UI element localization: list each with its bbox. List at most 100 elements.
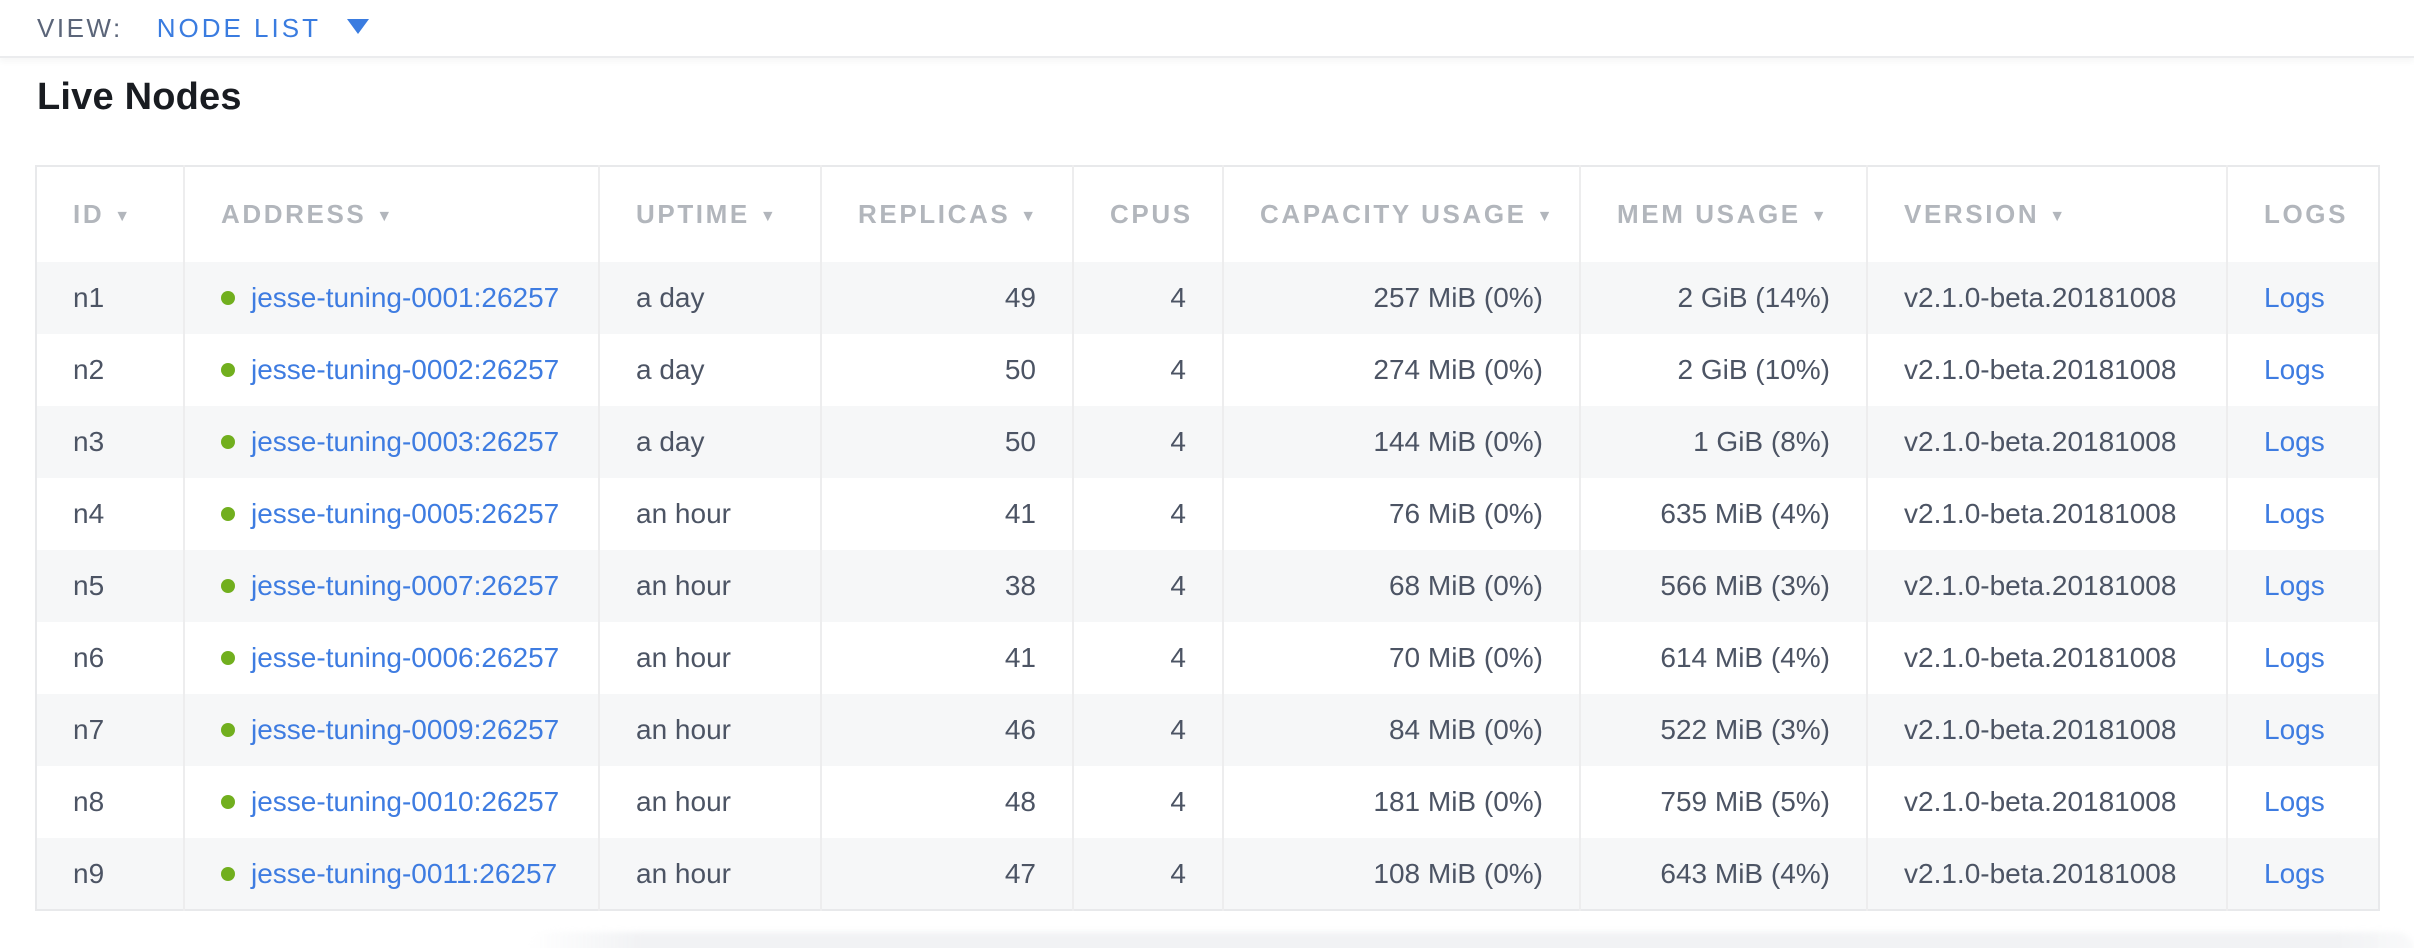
- node-address-cell: jesse-tuning-0009:26257: [183, 694, 600, 766]
- node-id-cell: n2: [36, 334, 185, 406]
- cpus-cell: 4: [1072, 550, 1224, 622]
- chevron-down-icon: [346, 19, 369, 37]
- logs-cell: Logs: [2226, 262, 2379, 334]
- table-row: n2 jesse-tuning-0002:26257 a day 50 4 27…: [36, 334, 2379, 406]
- logs-link[interactable]: Logs: [2264, 786, 2325, 817]
- node-address-link[interactable]: jesse-tuning-0010:26257: [251, 786, 560, 817]
- logs-cell: Logs: [2226, 334, 2379, 406]
- capacity-usage-cell: 70 MiB (0%): [1222, 622, 1581, 694]
- capacity-usage-cell: 274 MiB (0%): [1222, 334, 1581, 406]
- uptime-cell: an hour: [598, 766, 822, 838]
- node-address-link[interactable]: jesse-tuning-0005:26257: [251, 498, 560, 529]
- table-row: n4 jesse-tuning-0005:26257 an hour 41 4 …: [36, 478, 2379, 550]
- sort-desc-icon: ▼: [759, 208, 779, 225]
- version-cell: v2.1.0-beta.20181008: [1866, 262, 2228, 334]
- version-cell: v2.1.0-beta.20181008: [1866, 406, 2228, 478]
- logs-link[interactable]: Logs: [2264, 570, 2325, 601]
- live-status-icon: [221, 291, 235, 305]
- replicas-cell: 50: [820, 406, 1074, 478]
- logs-cell: Logs: [2226, 406, 2379, 478]
- logs-link[interactable]: Logs: [2264, 642, 2325, 673]
- node-address-link[interactable]: jesse-tuning-0007:26257: [251, 570, 560, 601]
- sort-desc-icon: ▼: [114, 208, 133, 225]
- node-address-cell: jesse-tuning-0007:26257: [183, 550, 600, 622]
- table-row: n8 jesse-tuning-0010:26257 an hour 48 4 …: [36, 766, 2379, 838]
- node-address-link[interactable]: jesse-tuning-0011:26257: [251, 857, 558, 889]
- cpus-cell: 4: [1072, 694, 1224, 766]
- replicas-cell: 41: [820, 622, 1074, 694]
- column-header-id[interactable]: ID ▼: [36, 166, 185, 262]
- live-status-icon: [221, 866, 235, 881]
- node-address-link[interactable]: jesse-tuning-0009:26257: [251, 714, 560, 745]
- capacity-usage-cell: 108 MiB (0%): [1222, 838, 1581, 910]
- version-cell: v2.1.0-beta.20181008: [1866, 694, 2228, 766]
- logs-cell: Logs: [2226, 478, 2379, 550]
- uptime-cell: an hour: [598, 622, 822, 694]
- table-header-row: ID ▼ ADDRESS ▼ UPTIME ▼ REPLICAS ▼ CPUS CAPA…: [36, 166, 2379, 262]
- logs-link[interactable]: Logs: [2264, 426, 2325, 457]
- mem-usage-cell: 2 GiB (14%): [1579, 262, 1868, 334]
- node-id-cell: n5: [36, 550, 185, 622]
- capacity-usage-cell: 84 MiB (0%): [1222, 694, 1581, 766]
- logs-link[interactable]: Logs: [2264, 498, 2325, 529]
- column-header-version[interactable]: VERSION ▼: [1866, 166, 2228, 262]
- node-address-cell: jesse-tuning-0006:26257: [183, 622, 600, 694]
- table-row: n1 jesse-tuning-0001:26257 a day 49 4 25…: [36, 262, 2379, 334]
- logs-link[interactable]: Logs: [2264, 354, 2325, 385]
- logs-link[interactable]: Logs: [2264, 857, 2325, 889]
- uptime-cell: an hour: [598, 694, 822, 766]
- live-nodes-table-container: ID ▼ ADDRESS ▼ UPTIME ▼ REPLICAS ▼ CPUS CAPA…: [35, 165, 2380, 911]
- uptime-cell: a day: [598, 406, 822, 478]
- column-header-capacity-usage[interactable]: CAPACITY USAGE ▼: [1222, 166, 1581, 262]
- cpus-cell: 4: [1072, 838, 1224, 910]
- cpus-cell: 4: [1072, 766, 1224, 838]
- logs-link[interactable]: Logs: [2264, 714, 2325, 745]
- capacity-usage-cell: 144 MiB (0%): [1222, 406, 1581, 478]
- column-header-uptime[interactable]: UPTIME ▼: [598, 166, 822, 262]
- logs-link[interactable]: Logs: [2264, 282, 2325, 313]
- column-header-replicas[interactable]: REPLICAS ▼: [820, 166, 1074, 262]
- node-address-link[interactable]: jesse-tuning-0001:26257: [251, 282, 560, 313]
- node-id-cell: n6: [36, 622, 185, 694]
- node-id-cell: n1: [36, 262, 185, 334]
- node-id-cell: n7: [36, 694, 185, 766]
- live-status-icon: [221, 723, 235, 737]
- page-title: Live Nodes: [37, 76, 242, 118]
- sort-desc-icon: ▼: [2049, 208, 2068, 225]
- node-address-link[interactable]: jesse-tuning-0003:26257: [251, 426, 560, 457]
- logs-cell: Logs: [2226, 550, 2379, 622]
- replicas-cell: 50: [820, 334, 1074, 406]
- version-cell: v2.1.0-beta.20181008: [1866, 766, 2228, 838]
- replicas-cell: 41: [820, 478, 1074, 550]
- table-row: n5 jesse-tuning-0007:26257 an hour 38 4 …: [36, 550, 2379, 622]
- column-header-address[interactable]: ADDRESS ▼: [183, 166, 600, 262]
- uptime-cell: an hour: [598, 478, 822, 550]
- cpus-cell: 4: [1072, 622, 1224, 694]
- cpus-cell: 4: [1072, 334, 1224, 406]
- mem-usage-cell: 759 MiB (5%): [1579, 766, 1868, 838]
- node-address-link[interactable]: jesse-tuning-0002:26257: [251, 354, 560, 385]
- logs-cell: Logs: [2226, 766, 2379, 838]
- replicas-cell: 46: [820, 694, 1074, 766]
- table-row: n9 jesse-tuning-0011:26257 an hour 47 4 …: [36, 838, 2379, 910]
- node-address-cell: jesse-tuning-0011:26257: [183, 838, 600, 910]
- capacity-usage-cell: 68 MiB (0%): [1222, 550, 1581, 622]
- column-header-mem-usage[interactable]: MEM USAGE ▼: [1579, 166, 1868, 262]
- uptime-cell: an hour: [598, 838, 822, 910]
- live-status-icon: [221, 507, 235, 521]
- node-address-link[interactable]: jesse-tuning-0006:26257: [251, 642, 560, 673]
- replicas-cell: 38: [820, 550, 1074, 622]
- node-address-cell: jesse-tuning-0003:26257: [183, 406, 600, 478]
- capacity-usage-cell: 257 MiB (0%): [1222, 262, 1581, 334]
- replicas-cell: 47: [820, 838, 1074, 910]
- version-cell: v2.1.0-beta.20181008: [1866, 550, 2228, 622]
- view-selector[interactable]: NODE LIST: [157, 13, 369, 44]
- table-row: n7 jesse-tuning-0009:26257 an hour 46 4 …: [36, 694, 2379, 766]
- mem-usage-cell: 2 GiB (10%): [1579, 334, 1868, 406]
- live-status-icon: [221, 795, 235, 809]
- sort-desc-icon: ▼: [376, 208, 395, 225]
- logs-cell: Logs: [2226, 838, 2379, 910]
- cpus-cell: 4: [1072, 406, 1224, 478]
- node-id-cell: n4: [36, 478, 185, 550]
- node-id-cell: n3: [36, 406, 185, 478]
